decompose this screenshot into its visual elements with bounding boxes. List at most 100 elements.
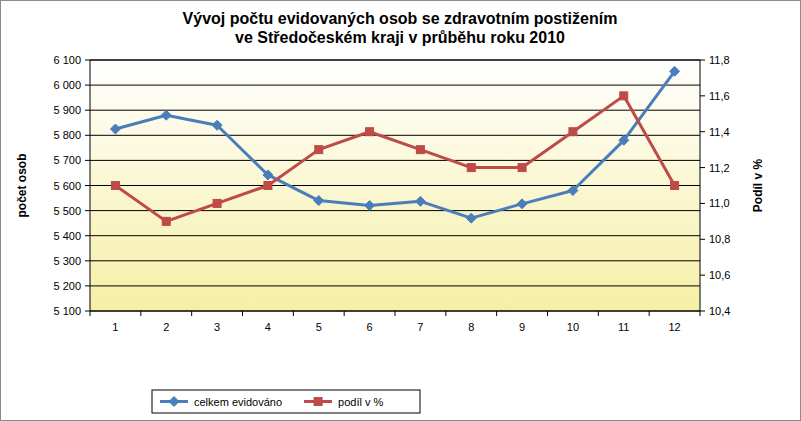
x-tick-label: 8 [468, 321, 474, 333]
y-axis [90, 60, 91, 311]
grid-line [90, 160, 700, 161]
y-tick [85, 85, 90, 86]
x-tick-label: 9 [519, 321, 525, 333]
x-tick-label: 7 [417, 321, 423, 333]
grid-line [90, 185, 700, 186]
grid-line [90, 110, 700, 111]
y-tick-label: 5 200 [53, 280, 81, 292]
legend-marker [314, 398, 322, 406]
y2-tick [700, 275, 705, 276]
data-point [366, 128, 374, 136]
y2-tick-label: 11,4 [709, 126, 730, 138]
data-point [620, 92, 628, 100]
y-axis-title: počet osob [15, 153, 29, 217]
title-line: Vývoj počtu evidovaných osob se zdravotn… [183, 10, 618, 27]
y2-tick [700, 239, 705, 240]
y-tick-label: 5 600 [53, 180, 81, 192]
plot-frame [90, 60, 700, 61]
x-tick-label: 5 [316, 321, 322, 333]
legend: celkem evidovánopodíl v % [152, 390, 420, 413]
y2-axis [700, 60, 701, 311]
data-point [416, 146, 424, 154]
data-point [518, 164, 526, 172]
data-point [671, 182, 679, 190]
y2-tick-label: 10,6 [709, 269, 730, 281]
data-point [415, 196, 425, 206]
y-tick-label: 5 100 [53, 305, 81, 317]
x-tick [140, 311, 141, 316]
y2-tick-label: 11,6 [709, 90, 730, 102]
data-point [264, 182, 272, 190]
legend-box [152, 390, 420, 413]
y2-tick [700, 167, 705, 168]
y2-tick [700, 311, 705, 312]
x-tick [242, 311, 243, 316]
y-tick [85, 285, 90, 286]
y-tick-label: 6 000 [53, 79, 81, 91]
data-point [161, 110, 171, 120]
legend-marker [169, 397, 179, 407]
y-tick-label: 5 500 [53, 205, 81, 217]
x-tick [547, 311, 548, 316]
y-tick [85, 135, 90, 136]
title: Vývoj počtu evidovaných osob se zdravotn… [183, 10, 618, 46]
x-tick [496, 311, 497, 316]
grid-line [90, 235, 700, 236]
data-point [263, 170, 273, 180]
y2-tick-label: 11,2 [709, 162, 730, 174]
x-tick-label: 6 [367, 321, 373, 333]
y2-tick-label: 10,4 [709, 305, 730, 317]
data-point [314, 196, 324, 206]
y2-axis-title: Podíl v % [751, 158, 765, 212]
title-line: ve Středočeském kraji v průběhu roku 201… [235, 29, 565, 46]
series-line [115, 71, 674, 218]
data-point [670, 66, 680, 76]
data-point [110, 124, 120, 134]
x-tick [90, 311, 91, 316]
x-tick-label: 2 [163, 321, 169, 333]
x-tick [344, 311, 345, 316]
data-point [569, 128, 577, 136]
y-tick-label: 5 900 [53, 104, 81, 116]
data-point [162, 217, 170, 225]
y2-tick-label: 11,0 [709, 197, 730, 209]
x-tick-label: 1 [112, 321, 118, 333]
grid-line [90, 260, 700, 261]
plot-area [90, 60, 700, 311]
y-tick [85, 160, 90, 161]
grid-line [90, 210, 700, 211]
x-tick [598, 311, 599, 316]
y2-tick-label: 10,8 [709, 233, 730, 245]
legend-label: celkem evidováno [194, 396, 282, 408]
x-tick-label: 4 [265, 321, 271, 333]
data-point [365, 201, 375, 211]
data-point [467, 164, 475, 172]
y-tick [85, 311, 90, 312]
x-tick-label: 11 [618, 321, 629, 333]
data-point [568, 186, 578, 196]
grid-line [90, 60, 700, 61]
chart: Vývoj počtu evidovaných osob se zdravotn… [0, 0, 801, 421]
data-point [466, 213, 476, 223]
y-tick [85, 60, 90, 61]
y2-tick [700, 95, 705, 96]
y-tick [85, 185, 90, 186]
data-point [212, 120, 222, 130]
grid-line [90, 85, 700, 86]
y-tick [85, 235, 90, 236]
data-point [315, 146, 323, 154]
data-point [517, 199, 527, 209]
y-tick [85, 210, 90, 211]
y-tick-label: 6 100 [53, 54, 81, 66]
data-layer [110, 66, 679, 225]
data-point [619, 135, 629, 145]
data-point [111, 182, 119, 190]
y-tick-label: 5 400 [53, 230, 81, 242]
grid-line [90, 135, 700, 136]
y-tick-label: 5 800 [53, 129, 81, 141]
x-tick-label: 10 [567, 321, 579, 333]
x-tick [700, 311, 701, 316]
y-tick-label: 5 700 [53, 154, 81, 166]
y2-tick [700, 60, 705, 61]
x-tick-label: 3 [214, 321, 220, 333]
